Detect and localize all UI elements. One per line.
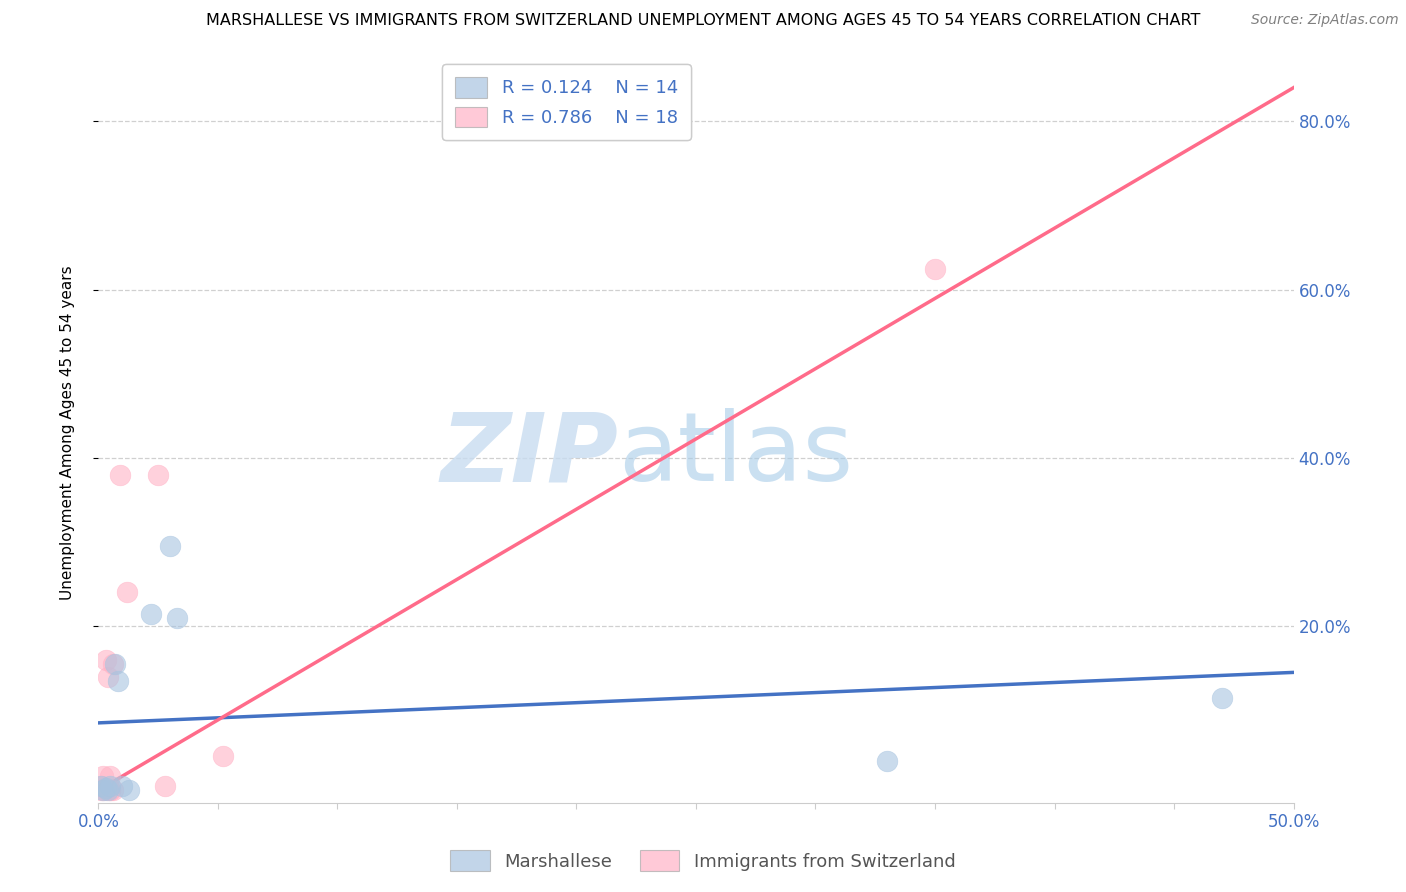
Legend: R = 0.124    N = 14, R = 0.786    N = 18: R = 0.124 N = 14, R = 0.786 N = 18 <box>441 64 690 140</box>
Point <box>159 539 181 553</box>
Point <box>90 779 112 793</box>
Point <box>104 657 127 671</box>
Point <box>139 607 162 621</box>
Point <box>148 467 170 482</box>
Point <box>111 779 134 793</box>
Point <box>108 467 131 482</box>
Point <box>115 585 138 599</box>
Point <box>876 754 898 768</box>
Point <box>97 670 120 684</box>
Point <box>98 769 122 783</box>
Point <box>101 657 124 671</box>
Point <box>94 653 117 667</box>
Y-axis label: Unemployment Among Ages 45 to 54 years: Unemployment Among Ages 45 to 54 years <box>60 265 75 600</box>
Point <box>107 673 129 688</box>
Point <box>94 780 117 795</box>
Point <box>91 783 114 797</box>
Text: ZIP: ZIP <box>440 409 619 501</box>
Point <box>166 610 188 624</box>
Text: atlas: atlas <box>619 409 853 501</box>
Point <box>94 783 117 797</box>
Point <box>90 779 112 793</box>
Point <box>98 783 122 797</box>
Point <box>211 748 233 763</box>
Point <box>118 783 141 797</box>
Point <box>1211 690 1233 705</box>
Point <box>97 783 120 797</box>
Point <box>101 783 124 797</box>
Point <box>91 783 114 797</box>
Point <box>98 783 122 797</box>
Point <box>90 783 112 797</box>
Point <box>91 769 114 783</box>
Point <box>924 261 946 276</box>
Point <box>98 779 122 793</box>
Text: Source: ZipAtlas.com: Source: ZipAtlas.com <box>1251 13 1399 28</box>
Text: MARSHALLESE VS IMMIGRANTS FROM SWITZERLAND UNEMPLOYMENT AMONG AGES 45 TO 54 YEAR: MARSHALLESE VS IMMIGRANTS FROM SWITZERLA… <box>205 13 1201 29</box>
Legend: Marshallese, Immigrants from Switzerland: Marshallese, Immigrants from Switzerland <box>443 843 963 879</box>
Point <box>155 779 177 793</box>
